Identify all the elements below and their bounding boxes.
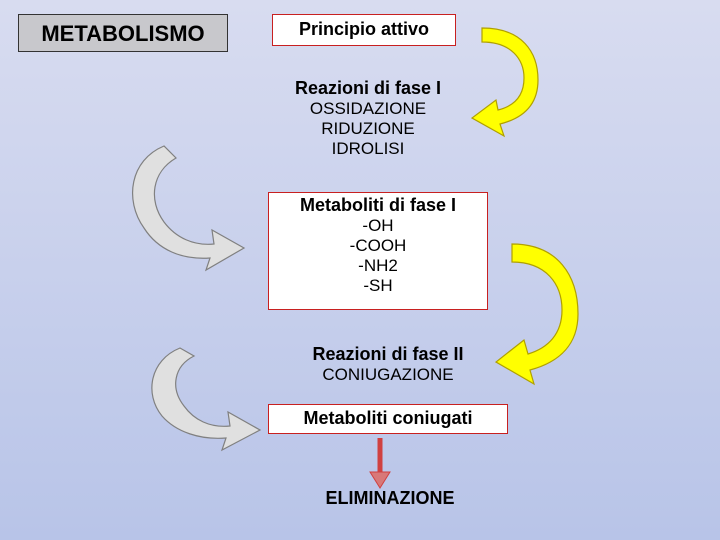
metaboliti-fase1-l4: -SH [269, 276, 487, 296]
phase1-line3: IDROLISI [268, 139, 468, 159]
metaboliti-fase1-title: Metaboliti di fase I [269, 195, 487, 216]
metaboliti-fase1-box: Metaboliti di fase I -OH -COOH -NH2 -SH [268, 192, 488, 310]
phase2-title: Reazioni di fase II [278, 344, 498, 365]
phase1-block: Reazioni di fase I OSSIDAZIONE RIDUZIONE… [268, 78, 468, 159]
principio-attivo-box: Principio attivo [272, 14, 456, 46]
eliminazione-label: ELIMINAZIONE [326, 488, 455, 508]
curved-arrow-yellow-1 [472, 28, 538, 136]
title-box: METABOLISMO [18, 14, 228, 52]
curved-arrow-gray-1 [133, 146, 244, 270]
metaboliti-fase1-l1: -OH [269, 216, 487, 236]
metaboliti-fase1-l3: -NH2 [269, 256, 487, 276]
phase2-line1: CONIUGAZIONE [278, 365, 498, 385]
metaboliti-fase1-l2: -COOH [269, 236, 487, 256]
phase2-block: Reazioni di fase II CONIUGAZIONE [278, 344, 498, 385]
phase1-title: Reazioni di fase I [268, 78, 468, 99]
metaboliti-coniugati-box: Metaboliti coniugati [268, 404, 508, 434]
curved-arrow-gray-2 [152, 348, 260, 450]
principio-attivo-text: Principio attivo [299, 19, 429, 39]
curved-arrow-yellow-2 [496, 244, 578, 384]
phase1-line2: RIDUZIONE [268, 119, 468, 139]
phase1-line1: OSSIDAZIONE [268, 99, 468, 119]
eliminazione-text: ELIMINAZIONE [300, 488, 480, 509]
metaboliti-coniugati-text: Metaboliti coniugati [304, 408, 473, 428]
title-text: METABOLISMO [41, 21, 204, 46]
straight-arrow-down [370, 438, 390, 488]
